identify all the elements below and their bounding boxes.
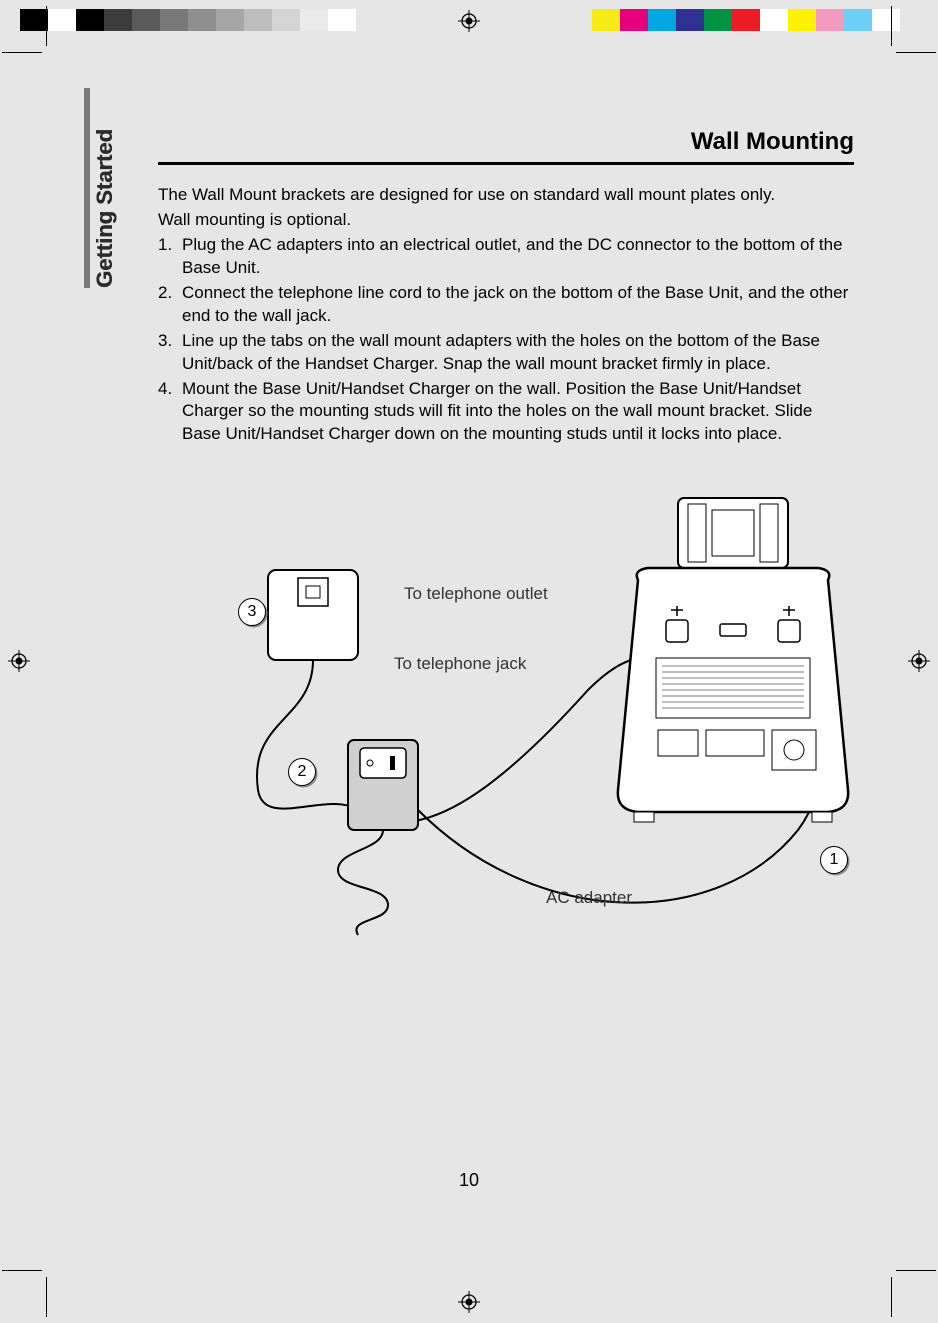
swatch — [620, 9, 648, 31]
swatch — [648, 9, 676, 31]
step-text: Plug the AC adapters into an electrical … — [182, 234, 854, 280]
callout-1: 1 — [820, 846, 848, 874]
wall-jack-icon — [257, 570, 676, 823]
step-item: 1.Plug the AC adapters into an electrica… — [158, 234, 854, 280]
crop-mark — [46, 1277, 47, 1317]
callout-number: 3 — [248, 603, 257, 620]
callout-2: 2 — [288, 758, 316, 786]
swatch — [272, 9, 300, 31]
section-tab: Getting Started — [84, 88, 132, 288]
step-list: 1.Plug the AC adapters into an electrica… — [158, 234, 854, 446]
step-item: 4.Mount the Base Unit/Handset Charger on… — [158, 378, 854, 447]
step-number: 2. — [158, 282, 182, 328]
print-color-bar-right — [592, 9, 900, 31]
print-color-bar-left — [20, 9, 356, 31]
step-number: 4. — [158, 378, 182, 447]
registration-mark-icon — [458, 10, 480, 32]
registration-mark-icon — [8, 650, 30, 672]
base-unit-icon — [618, 498, 848, 822]
step-number: 1. — [158, 234, 182, 280]
section-tab-bar — [84, 88, 90, 288]
step-number: 3. — [158, 330, 182, 376]
swatch — [216, 9, 244, 31]
swatch — [244, 9, 272, 31]
diagram-label: AC adapter — [546, 888, 632, 908]
step-text: Connect the telephone line cord to the j… — [182, 282, 854, 328]
swatch — [592, 9, 620, 31]
swatch — [704, 9, 732, 31]
crop-mark — [896, 1270, 936, 1271]
crop-mark — [2, 52, 42, 53]
wiring-diagram: 3 2 1 To telephone outlet To telephone j… — [158, 490, 854, 950]
crop-mark — [896, 52, 936, 53]
swatch — [676, 9, 704, 31]
callout-number: 2 — [298, 763, 307, 780]
swatch — [844, 9, 872, 31]
step-text: Line up the tabs on the wall mount adapt… — [182, 330, 854, 376]
swatch — [76, 9, 104, 31]
callout-number: 1 — [830, 851, 839, 868]
intro-line: Wall mounting is optional. — [158, 209, 854, 232]
callout-3: 3 — [238, 598, 266, 626]
page-title: Wall Mounting — [691, 128, 854, 156]
title-rule — [158, 162, 854, 165]
section-tab-label: Getting Started — [92, 129, 118, 288]
swatch — [104, 9, 132, 31]
swatch — [816, 9, 844, 31]
registration-mark-icon — [458, 1291, 480, 1313]
step-item: 3.Line up the tabs on the wall mount ada… — [158, 330, 854, 376]
swatch — [188, 9, 216, 31]
body-text: The Wall Mount brackets are designed for… — [158, 184, 854, 448]
swatch — [48, 9, 76, 31]
diagram-svg — [158, 490, 854, 950]
crop-mark — [891, 6, 892, 46]
crop-mark — [46, 6, 47, 46]
diagram-label: To telephone outlet — [404, 584, 548, 604]
intro-line: The Wall Mount brackets are designed for… — [158, 184, 854, 207]
swatch — [300, 9, 328, 31]
step-item: 2.Connect the telephone line cord to the… — [158, 282, 854, 328]
swatch — [328, 9, 356, 31]
swatch — [132, 9, 160, 31]
swatch — [760, 9, 788, 31]
swatch — [160, 9, 188, 31]
swatch — [20, 9, 48, 31]
registration-mark-icon — [908, 650, 930, 672]
swatch — [732, 9, 760, 31]
swatch — [788, 9, 816, 31]
diagram-label: To telephone jack — [394, 654, 526, 674]
page-number: 10 — [0, 1170, 938, 1191]
swatch — [872, 9, 900, 31]
step-text: Mount the Base Unit/Handset Charger on t… — [182, 378, 854, 447]
crop-mark — [2, 1270, 42, 1271]
crop-mark — [891, 1277, 892, 1317]
